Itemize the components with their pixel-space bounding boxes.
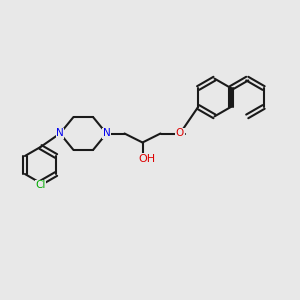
Text: OH: OH: [138, 154, 156, 164]
Text: O: O: [176, 128, 184, 139]
Text: N: N: [103, 128, 110, 139]
Text: OH: OH: [138, 155, 154, 166]
Text: Cl: Cl: [35, 180, 46, 190]
Text: N: N: [56, 128, 64, 139]
